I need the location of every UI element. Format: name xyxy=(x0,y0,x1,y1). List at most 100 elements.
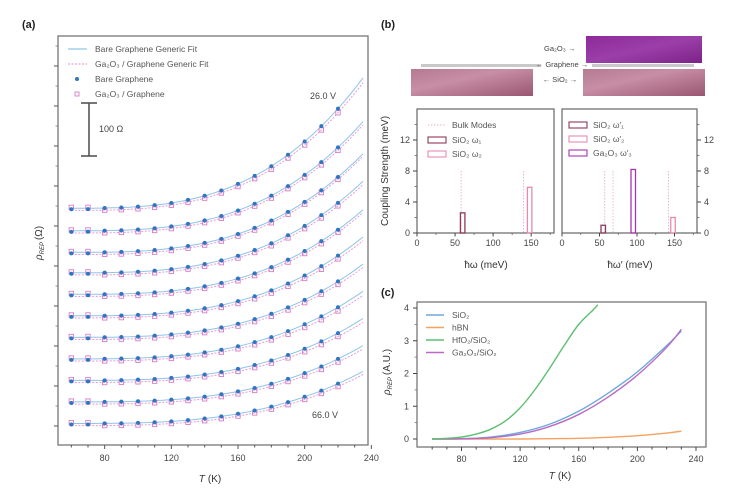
bare-data-point xyxy=(69,357,74,362)
ga2o3-layer xyxy=(586,36,702,63)
bare-data-point xyxy=(169,419,174,424)
panel-b: (b) Ga₂O₃ → ← Graphene → ← SiO₂ → 0 50 100… xyxy=(380,19,714,271)
bare-data-point xyxy=(86,357,90,362)
panel-a-xlabel: T (K) xyxy=(199,474,221,485)
bare-data-point xyxy=(169,332,174,337)
ga2o3-fit-line xyxy=(71,321,364,384)
y-tick-label: 12 xyxy=(400,135,410,145)
x-tick-label: 80 xyxy=(456,454,466,464)
bare-fit-line xyxy=(71,236,364,317)
bare-data-point xyxy=(252,385,257,390)
x-tick-label: 80 xyxy=(100,453,110,463)
legend-swatch-bar xyxy=(427,136,447,144)
bare-data-point xyxy=(69,207,74,212)
ga2o3-fit-line xyxy=(71,267,364,340)
bare-data-point xyxy=(219,414,224,419)
legend-label: Ga₂O₃ ω′₃ xyxy=(593,148,632,158)
ga2o3-fit-line xyxy=(71,184,364,276)
bare-data-point xyxy=(136,420,140,425)
bare-data-point xyxy=(202,262,207,267)
ga2o3-fit-line xyxy=(71,240,364,319)
x-tick-label: 150 xyxy=(524,238,539,248)
panel-a-y-ticks xyxy=(54,45,58,427)
bare-data-point xyxy=(269,404,274,409)
y-tick-label: 2 xyxy=(404,369,409,379)
bare-data-point xyxy=(119,291,124,296)
bare-data-point xyxy=(302,322,307,327)
bare-data-point xyxy=(152,398,157,403)
bare-data-point xyxy=(186,221,190,226)
bare-data-point xyxy=(119,399,124,404)
bare-data-point xyxy=(119,421,124,426)
panel-a: (a) 80 120 160 200 240 Bare Graphene Generic… xyxy=(22,19,379,485)
bare-data-point xyxy=(219,258,224,263)
panel-c-label: (c) xyxy=(381,287,395,299)
bare-data-point xyxy=(236,321,240,326)
bare-data-point xyxy=(102,270,107,275)
y-tick-label: 8 xyxy=(405,166,410,176)
bare-data-point xyxy=(202,372,207,377)
graphene-layer-right xyxy=(592,64,694,67)
bare-data-point xyxy=(286,257,290,262)
x-tick-label: 160 xyxy=(571,454,586,464)
bare-data-point xyxy=(269,265,274,270)
sio2-substrate-left xyxy=(411,69,533,96)
sio2-label: ← SiO₂ → xyxy=(543,75,578,84)
x-tick-label: 100 xyxy=(629,238,644,248)
bare-data-point xyxy=(286,400,290,405)
bare-data-point xyxy=(336,145,340,150)
coupling-bar xyxy=(670,216,676,234)
bare-data-point xyxy=(86,314,90,319)
bare-data-point xyxy=(302,223,307,228)
bare-data-point xyxy=(169,224,174,229)
legend-label: hBN xyxy=(452,323,469,333)
bare-data-point xyxy=(186,286,190,291)
bare-data-point xyxy=(152,248,157,253)
bare-data-point xyxy=(319,289,324,294)
bare-data-point xyxy=(286,152,290,157)
device-schematic: Ga₂O₃ → ← Graphene → ← SiO₂ → xyxy=(411,36,705,96)
bare-data-point xyxy=(336,200,340,205)
coupling-bar xyxy=(630,168,637,234)
y-tick-label: 4 xyxy=(404,303,409,313)
x-tick-label: 50 xyxy=(450,238,460,248)
x-tick-label: 240 xyxy=(688,454,703,464)
bare-data-point xyxy=(219,236,224,241)
legend-swatch-square xyxy=(74,91,80,97)
scale-bar: 100 Ω xyxy=(81,102,124,157)
panel-a-ylabel: ρREP(Ω) xyxy=(34,226,46,261)
bare-data-point xyxy=(136,334,140,339)
bare-data-point xyxy=(336,174,340,179)
bare-data-point xyxy=(319,364,324,369)
bottom-gate-annotation: 66.0 V xyxy=(312,410,338,420)
bare-data-point xyxy=(169,288,174,293)
bare-data-point xyxy=(202,416,207,421)
bare-data-point xyxy=(86,251,90,256)
legend-swatch-bar xyxy=(568,149,588,157)
ga2o3-fit-line xyxy=(71,82,364,211)
series-line xyxy=(432,328,682,440)
y-tick-label: 0 xyxy=(405,228,410,238)
bare-data-point xyxy=(252,294,257,299)
bare-data-point xyxy=(302,297,307,302)
bare-data-point xyxy=(86,400,90,405)
bare-data-point xyxy=(152,376,157,381)
legend-swatch-bar xyxy=(568,121,588,129)
bare-data-point xyxy=(252,173,257,178)
bare-data-point xyxy=(152,203,157,208)
bare-data-point xyxy=(319,160,324,165)
bare-data-point xyxy=(69,293,74,298)
bare-data-point xyxy=(102,335,107,340)
bare-data-point xyxy=(302,394,307,399)
bare-data-point xyxy=(69,229,74,234)
bare-data-point xyxy=(136,227,140,232)
top-gate-annotation: 26.0 V xyxy=(310,91,336,101)
bare-data-point xyxy=(302,273,307,278)
bare-data-point xyxy=(219,347,224,352)
x-tick-label: 200 xyxy=(297,453,312,463)
bare-data-point xyxy=(152,312,157,317)
bare-data-point xyxy=(102,206,107,211)
x-tick-label: 0 xyxy=(414,238,419,248)
coupling-bar xyxy=(459,212,466,234)
bare-data-point xyxy=(269,288,274,293)
